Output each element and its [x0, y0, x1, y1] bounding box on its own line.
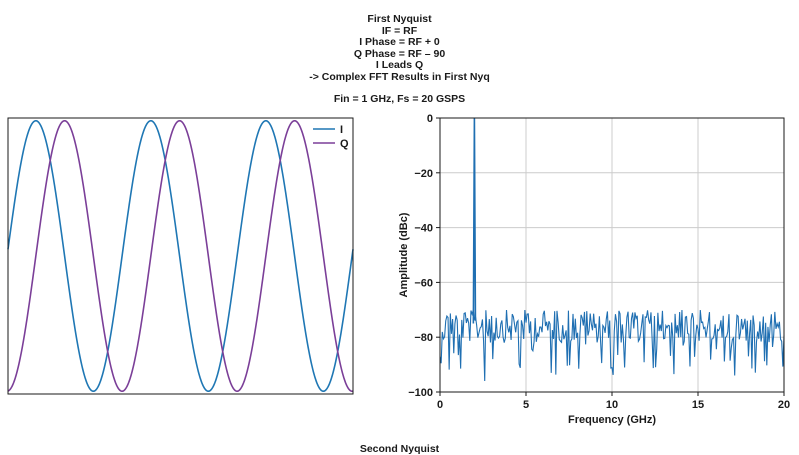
series-line-q [7, 119, 354, 393]
legend-label-i: I [340, 124, 343, 136]
plot-frame [7, 117, 354, 395]
params-line: Fin = 1 GHz, Fs = 20 GSPS [333, 92, 466, 105]
header-line-5: I Leads Q [375, 59, 424, 72]
header-line-2: IF = RF [381, 24, 418, 37]
next-section-title: Second Nyquist [359, 443, 440, 455]
time-domain-plot-area: IQ [7, 117, 354, 395]
chart-header: First Nyquist IF = RF I Phase = RF + 0 Q… [0, 13, 799, 105]
header-line-6: -> Complex FFT Results in First Nyq [309, 70, 490, 83]
header-line-1: First Nyquist [367, 13, 432, 25]
legend-label-q: Q [340, 138, 349, 150]
header-line-3: I Phase = RF + 0 [359, 36, 440, 49]
header-line-4: Q Phase = RF – 90 [353, 47, 446, 60]
series-line-i [7, 119, 354, 393]
